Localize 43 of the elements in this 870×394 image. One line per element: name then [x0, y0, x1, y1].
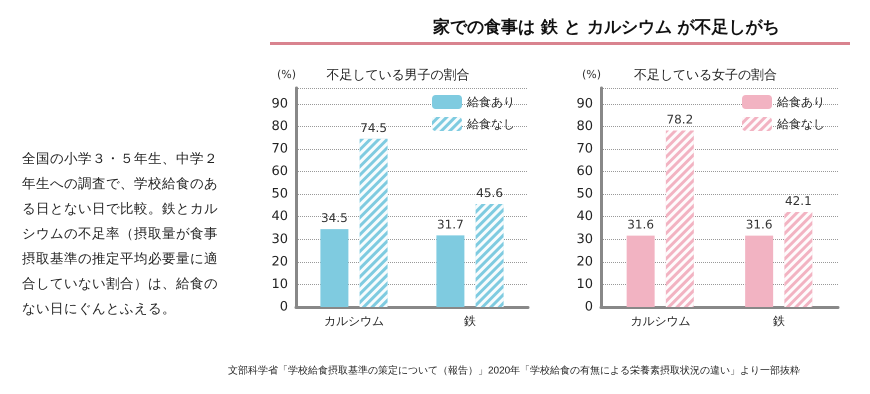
y-tick-label: 50: [271, 186, 288, 202]
y-tick-label: 40: [576, 209, 593, 224]
data-label: 34.5: [321, 211, 348, 226]
legend-label: 給食あり: [776, 95, 825, 109]
text: 文部科学省「学校給食摂取基準の策定について（報告）」2020年「学校給食の有無による栄養素摂取状況の違い」より一部抜粋: [228, 364, 800, 376]
y-tick-label: 80: [271, 118, 288, 134]
legend-label: 給食なし: [466, 117, 515, 131]
data-label: 42.1: [784, 194, 812, 208]
y-tick-label: 50: [576, 186, 593, 202]
text: 家での食事は 鉄 と カルシウム が不足しがち: [432, 18, 780, 38]
data-label: 31.6: [746, 218, 773, 232]
y-tick-label: 80: [576, 118, 593, 134]
y-tick-label: 60: [576, 164, 593, 180]
legend-label: 給食あり: [466, 95, 515, 109]
y-tick-label: 90: [576, 96, 593, 112]
data-label: 31.7: [437, 217, 464, 232]
y-tick-label: 70: [271, 141, 288, 156]
y-axis-title: (%): [276, 68, 296, 81]
y-tick-label: 40: [271, 209, 288, 224]
y-tick-label: 0: [280, 300, 288, 314]
y-tick-label: 90: [271, 96, 288, 112]
x-tick-label: カルシウム: [324, 314, 384, 328]
chart-title: 不足している女子の割合: [634, 68, 777, 83]
x-tick-label: 鉄: [772, 314, 785, 328]
y-tick-label: 60: [271, 164, 288, 180]
y-tick-label: 30: [576, 232, 593, 247]
legend-label: 給食なし: [776, 117, 825, 131]
y-tick-label: 0: [584, 300, 593, 314]
data-label: 31.6: [627, 218, 654, 232]
data-label: 78.2: [666, 112, 694, 126]
chart-title: 不足している男子の割合: [326, 68, 470, 83]
y-tick-label: 10: [271, 276, 288, 292]
text: 全国の小学３・５年生、中学２年生への調査で、学校給食のある日とない日で比較。鉄とカルシウムの不足率（摂取量が食事摂取基準の推定平均必要量に適合していない割合）は、給食のない日にぐんとふえる。: [22, 151, 218, 316]
x-tick-label: カルシウム: [630, 314, 690, 328]
y-axis-title: (%): [582, 68, 601, 81]
x-tick-label: 鉄: [464, 314, 476, 328]
data-label: 74.5: [360, 120, 387, 135]
y-tick-label: 20: [271, 254, 288, 270]
y-tick-label: 30: [271, 232, 288, 247]
y-tick-label: 70: [576, 141, 593, 156]
y-tick-label: 20: [576, 254, 593, 270]
y-tick-label: 10: [576, 276, 593, 292]
data-label: 45.6: [476, 186, 503, 200]
